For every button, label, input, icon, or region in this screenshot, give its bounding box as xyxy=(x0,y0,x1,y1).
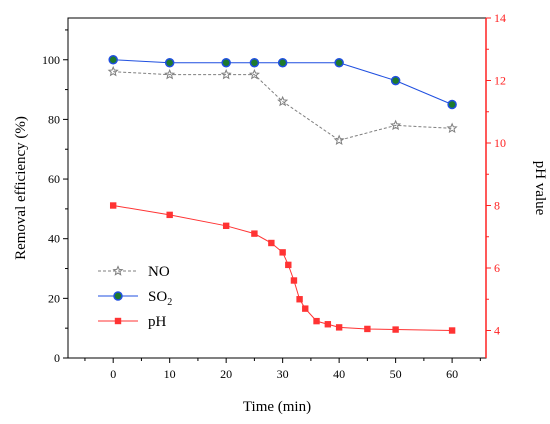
x-tick-label: 60 xyxy=(446,367,458,381)
data-point xyxy=(222,222,230,230)
data-point xyxy=(251,230,258,237)
data-point xyxy=(334,57,344,68)
data-point xyxy=(390,75,401,86)
series-layer xyxy=(107,55,458,334)
y-right-tick-label: 8 xyxy=(494,199,500,213)
legend-label: pH xyxy=(148,314,167,330)
legend-label: SO2 xyxy=(148,289,172,308)
data-point xyxy=(290,277,298,284)
data-point xyxy=(335,324,343,331)
x-tick-label: 40 xyxy=(333,367,345,381)
data-point xyxy=(277,95,289,107)
legend-item: pH xyxy=(98,314,167,330)
data-point xyxy=(107,65,119,77)
data-point xyxy=(390,119,402,131)
y-left-tick-label: 0 xyxy=(54,351,60,365)
x-tick-label: 50 xyxy=(390,367,402,381)
data-point xyxy=(114,317,122,325)
data-point xyxy=(248,68,260,80)
y-left-tick-label: 80 xyxy=(48,112,60,126)
data-point xyxy=(268,239,275,247)
data-point xyxy=(313,317,320,325)
x-tick-label: 10 xyxy=(164,367,176,381)
y-left-tick-label: 100 xyxy=(42,53,60,67)
data-point xyxy=(285,261,292,269)
y-right-tick-label: 14 xyxy=(494,11,506,25)
data-point xyxy=(166,211,173,219)
y-right-tick-label: 4 xyxy=(494,324,500,338)
data-point xyxy=(446,122,458,134)
legend-subscript: 2 xyxy=(167,297,172,308)
series-line xyxy=(113,59,453,105)
data-point xyxy=(109,202,117,209)
legend-item: SO2 xyxy=(98,289,172,308)
legend-item: NO xyxy=(98,264,170,280)
y-left-tick-label: 60 xyxy=(48,172,60,186)
y-right-tick-label: 6 xyxy=(494,261,500,275)
series-line xyxy=(113,205,453,331)
data-point xyxy=(108,55,118,65)
data-point xyxy=(221,57,231,68)
data-point xyxy=(324,321,332,328)
x-tick-label: 30 xyxy=(277,367,289,381)
legend-label: NO xyxy=(148,264,170,280)
y-axis-left-title: Removal efficiency (%) xyxy=(13,116,29,260)
data-point xyxy=(333,134,345,145)
data-point xyxy=(279,249,286,256)
data-point xyxy=(220,68,232,80)
series-no xyxy=(107,65,458,145)
x-tick-label: 20 xyxy=(220,367,232,381)
series-ph xyxy=(109,202,456,334)
data-point xyxy=(448,327,456,334)
y-left-tick-label: 20 xyxy=(48,291,60,305)
x-axis-title: Time (min) xyxy=(243,399,311,415)
y-axis-right-title: pH value xyxy=(532,161,548,216)
data-point xyxy=(447,99,457,110)
data-point xyxy=(302,305,309,312)
data-point xyxy=(296,296,303,303)
data-point xyxy=(112,265,124,276)
data-point xyxy=(277,57,288,68)
data-point xyxy=(113,291,123,301)
data-point xyxy=(249,57,260,68)
y-right-tick-label: 12 xyxy=(494,74,506,88)
y-right-tick-label: 10 xyxy=(494,136,506,150)
legend: NO SO2 pH xyxy=(98,264,172,330)
data-point xyxy=(164,68,176,80)
plot-frame xyxy=(67,17,487,359)
data-point xyxy=(164,57,175,68)
data-point xyxy=(364,325,371,333)
y-left-tick-label: 40 xyxy=(48,232,60,246)
ticks: 0 10 20 30 40 50 60 0 20 40 60 80 100 4 6 8 10 12 14 xyxy=(42,11,506,381)
series-line xyxy=(113,71,453,141)
series-so xyxy=(108,55,457,110)
x-tick-label: 0 xyxy=(110,367,116,381)
data-point xyxy=(392,326,399,333)
